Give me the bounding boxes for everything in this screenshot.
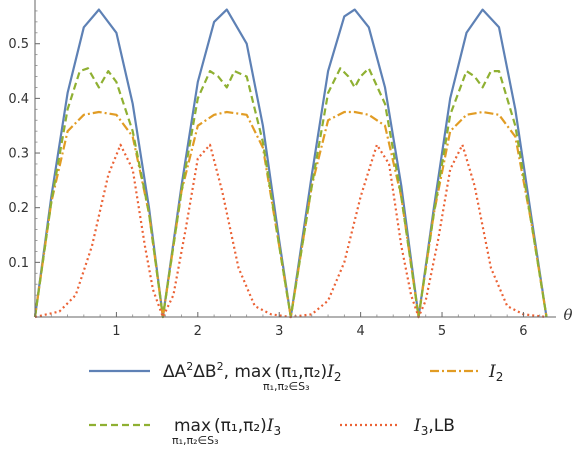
legend-1-max: max xyxy=(234,362,271,382)
legend-label-series-2: I2 xyxy=(488,362,503,384)
series-1-line xyxy=(33,8,548,319)
legend-2-varsub: 2 xyxy=(496,370,504,384)
y-tick-label: 0.3 xyxy=(8,147,29,162)
series-4-line xyxy=(34,143,547,319)
x-tick-label: 5 xyxy=(438,324,446,339)
legend-item-series-3: max (π₁,π₂)I3 π₁,π₂∈S₃ xyxy=(89,416,281,447)
legend-4-var: I xyxy=(413,416,421,436)
x-axis-label: θ xyxy=(563,306,572,324)
legend-1-paren: (π₁,π₂) xyxy=(274,362,327,382)
legend-1-comma: , xyxy=(224,362,235,382)
legend-3-var: I xyxy=(266,416,274,436)
legend-item-series-2: I2 xyxy=(430,362,503,384)
legend-1-varsub: 2 xyxy=(334,370,342,384)
legend-4-suffix: ,LB xyxy=(428,416,455,436)
legend: ΔA2ΔB2, max (π₁,π₂)I2 π₁,π₂∈S₃ I2 max (π₁,… xyxy=(89,360,503,447)
legend-1-var: I xyxy=(326,362,334,382)
legend-item-series-4: I3,LB xyxy=(340,416,455,438)
axes xyxy=(34,0,556,318)
legend-1-sub: π₁,π₂∈S₃ xyxy=(263,380,310,393)
legend-label-series-3: max (π₁,π₂)I3 xyxy=(174,416,281,438)
series-layer xyxy=(33,8,548,319)
series-2-line xyxy=(33,110,548,319)
legend-4-varsub: 3 xyxy=(421,424,429,438)
legend-label-series-4: I3,LB xyxy=(413,416,455,438)
plot-area: 1 2 3 4 5 6 0.1 0.2 0.3 0.4 0.5 θ xyxy=(8,0,573,339)
y-tick-label: 0.4 xyxy=(8,92,29,107)
tick-marks xyxy=(35,10,541,317)
legend-1-sup1: 2 xyxy=(186,360,193,373)
x-tick-label: 6 xyxy=(519,324,527,339)
tick-labels: 1 2 3 4 5 6 0.1 0.2 0.3 0.4 0.5 θ xyxy=(8,37,572,339)
x-tick-label: 1 xyxy=(112,324,120,339)
x-tick-label: 2 xyxy=(194,324,202,339)
series-3-line xyxy=(33,67,548,319)
legend-3-paren: (π₁,π₂) xyxy=(214,416,267,436)
legend-1-pre: ΔA xyxy=(163,362,187,382)
legend-1-mid: ΔB xyxy=(193,362,216,382)
x-tick-label: 3 xyxy=(275,324,283,339)
legend-1-sup2: 2 xyxy=(217,360,224,373)
legend-3-sub: π₁,π₂∈S₃ xyxy=(172,434,219,447)
x-tick-label: 4 xyxy=(356,324,364,339)
y-tick-label: 0.1 xyxy=(8,256,29,271)
legend-item-series-1: ΔA2ΔB2, max (π₁,π₂)I2 π₁,π₂∈S₃ xyxy=(89,360,342,393)
legend-3-max: max xyxy=(174,416,211,436)
legend-3-varsub: 3 xyxy=(274,424,282,438)
y-tick-label: 0.5 xyxy=(8,37,29,52)
legend-label-series-1: ΔA2ΔB2, max (π₁,π₂)I2 xyxy=(163,360,342,384)
y-tick-label: 0.2 xyxy=(8,201,29,216)
legend-2-var: I xyxy=(488,362,496,382)
